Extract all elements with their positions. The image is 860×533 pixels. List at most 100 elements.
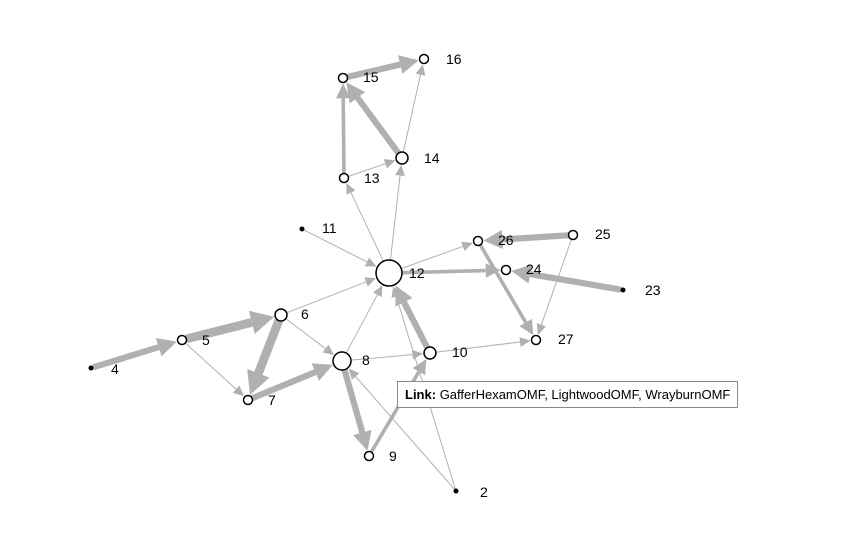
node-27[interactable]: 27: [530, 331, 574, 347]
tooltip-text: GafferHexamOMF, LightwoodOMF, WrayburnOM…: [439, 387, 731, 402]
node-10[interactable]: 10: [423, 344, 468, 360]
link-15-16[interactable]: [346, 55, 419, 80]
link-25-27[interactable]: [536, 239, 572, 335]
link-line: [350, 192, 384, 262]
node-circle[interactable]: [395, 151, 409, 165]
node-circle[interactable]: [274, 308, 288, 322]
link-6-7[interactable]: [247, 319, 283, 395]
link-2-8[interactable]: [348, 368, 456, 490]
link-6-12[interactable]: [286, 277, 376, 314]
link-line: [184, 342, 237, 390]
node-circle[interactable]: [375, 259, 403, 287]
node-circle[interactable]: [453, 488, 459, 494]
node-circle[interactable]: [299, 226, 305, 232]
node-14[interactable]: 14: [395, 150, 440, 166]
link-25-26[interactable]: [483, 229, 569, 250]
link-line: [402, 74, 421, 153]
link-4-5[interactable]: [91, 338, 177, 371]
node-circle[interactable]: [337, 72, 349, 84]
node-label: 9: [389, 448, 397, 464]
node-label: 14: [424, 150, 440, 166]
node-7[interactable]: 7: [242, 392, 277, 408]
arrowhead: [412, 359, 427, 376]
node-circle[interactable]: [530, 334, 542, 346]
node-circle[interactable]: [567, 229, 579, 241]
node-6[interactable]: 6: [274, 306, 309, 322]
link-13-15[interactable]: [335, 83, 351, 174]
link-line: [350, 354, 413, 361]
link-line: [401, 300, 431, 350]
arrowhead: [364, 257, 377, 267]
node-circle[interactable]: [88, 365, 94, 371]
arrowhead: [461, 241, 473, 252]
node-label: 6: [301, 306, 309, 322]
arrowhead: [395, 285, 413, 307]
arrowhead: [391, 286, 401, 298]
arrowhead: [232, 385, 244, 397]
link-11-12[interactable]: [303, 229, 377, 267]
node-15[interactable]: 15: [337, 69, 379, 85]
node-24[interactable]: 24: [500, 261, 542, 277]
node-11[interactable]: 11: [299, 220, 337, 236]
arrowhead: [155, 338, 177, 357]
link-6-8[interactable]: [285, 318, 335, 355]
link-12-26[interactable]: [401, 241, 473, 270]
node-label: 13: [364, 170, 380, 186]
node-circle[interactable]: [338, 172, 350, 184]
node-16[interactable]: 16: [418, 51, 462, 67]
node-26[interactable]: 26: [472, 232, 514, 248]
node-2[interactable]: 2: [453, 484, 488, 500]
link-line: [502, 232, 569, 243]
node-circle[interactable]: [176, 334, 188, 346]
link-line: [478, 243, 528, 324]
link-line: [254, 319, 283, 375]
node-circle[interactable]: [332, 351, 352, 371]
link-7-8[interactable]: [250, 363, 333, 402]
node-circle[interactable]: [620, 287, 626, 293]
link-line: [401, 245, 464, 270]
link-line: [346, 61, 401, 80]
link-12-24[interactable]: [401, 263, 501, 278]
link-8-9[interactable]: [341, 368, 372, 451]
node-label: 4: [111, 361, 119, 377]
tooltip-title: Link:: [405, 387, 437, 402]
arrowhead: [247, 369, 270, 395]
node-circle[interactable]: [472, 235, 484, 247]
node-circle[interactable]: [242, 394, 254, 406]
arrowhead: [519, 337, 531, 347]
node-23[interactable]: 23: [620, 282, 661, 298]
link-10-12[interactable]: [395, 285, 431, 350]
node-25[interactable]: 25: [567, 226, 611, 242]
node-9[interactable]: 9: [363, 448, 398, 464]
link-12-13[interactable]: [346, 182, 384, 262]
node-circle[interactable]: [418, 53, 430, 65]
node-13[interactable]: 13: [338, 170, 380, 186]
node-5[interactable]: 5: [176, 332, 211, 348]
link-line: [286, 281, 367, 314]
node-label: 23: [645, 282, 661, 298]
node-circle[interactable]: [363, 450, 375, 462]
node-label: 24: [526, 261, 542, 277]
node-8[interactable]: 8: [332, 351, 370, 371]
arrowhead: [322, 344, 335, 355]
arrowhead: [483, 229, 503, 250]
node-label: 11: [322, 220, 337, 236]
link-12-14[interactable]: [389, 164, 405, 261]
arrowhead: [398, 55, 419, 74]
node-4[interactable]: 4: [88, 361, 119, 377]
node-circle[interactable]: [500, 264, 512, 276]
link-14-16[interactable]: [402, 64, 426, 153]
arrowhead: [311, 363, 333, 381]
link-26-27[interactable]: [478, 243, 534, 336]
arrowhead: [519, 318, 534, 336]
node-circle[interactable]: [423, 346, 437, 360]
link-23-24[interactable]: [511, 264, 622, 293]
link-8-12[interactable]: [345, 285, 383, 354]
link-line: [348, 163, 386, 178]
node-12[interactable]: 12: [375, 259, 425, 287]
link-13-14[interactable]: [348, 159, 396, 178]
link-10-27[interactable]: [435, 337, 531, 353]
link-5-6[interactable]: [185, 310, 275, 344]
link-5-7[interactable]: [184, 342, 244, 397]
link-14-15[interactable]: [346, 82, 401, 156]
